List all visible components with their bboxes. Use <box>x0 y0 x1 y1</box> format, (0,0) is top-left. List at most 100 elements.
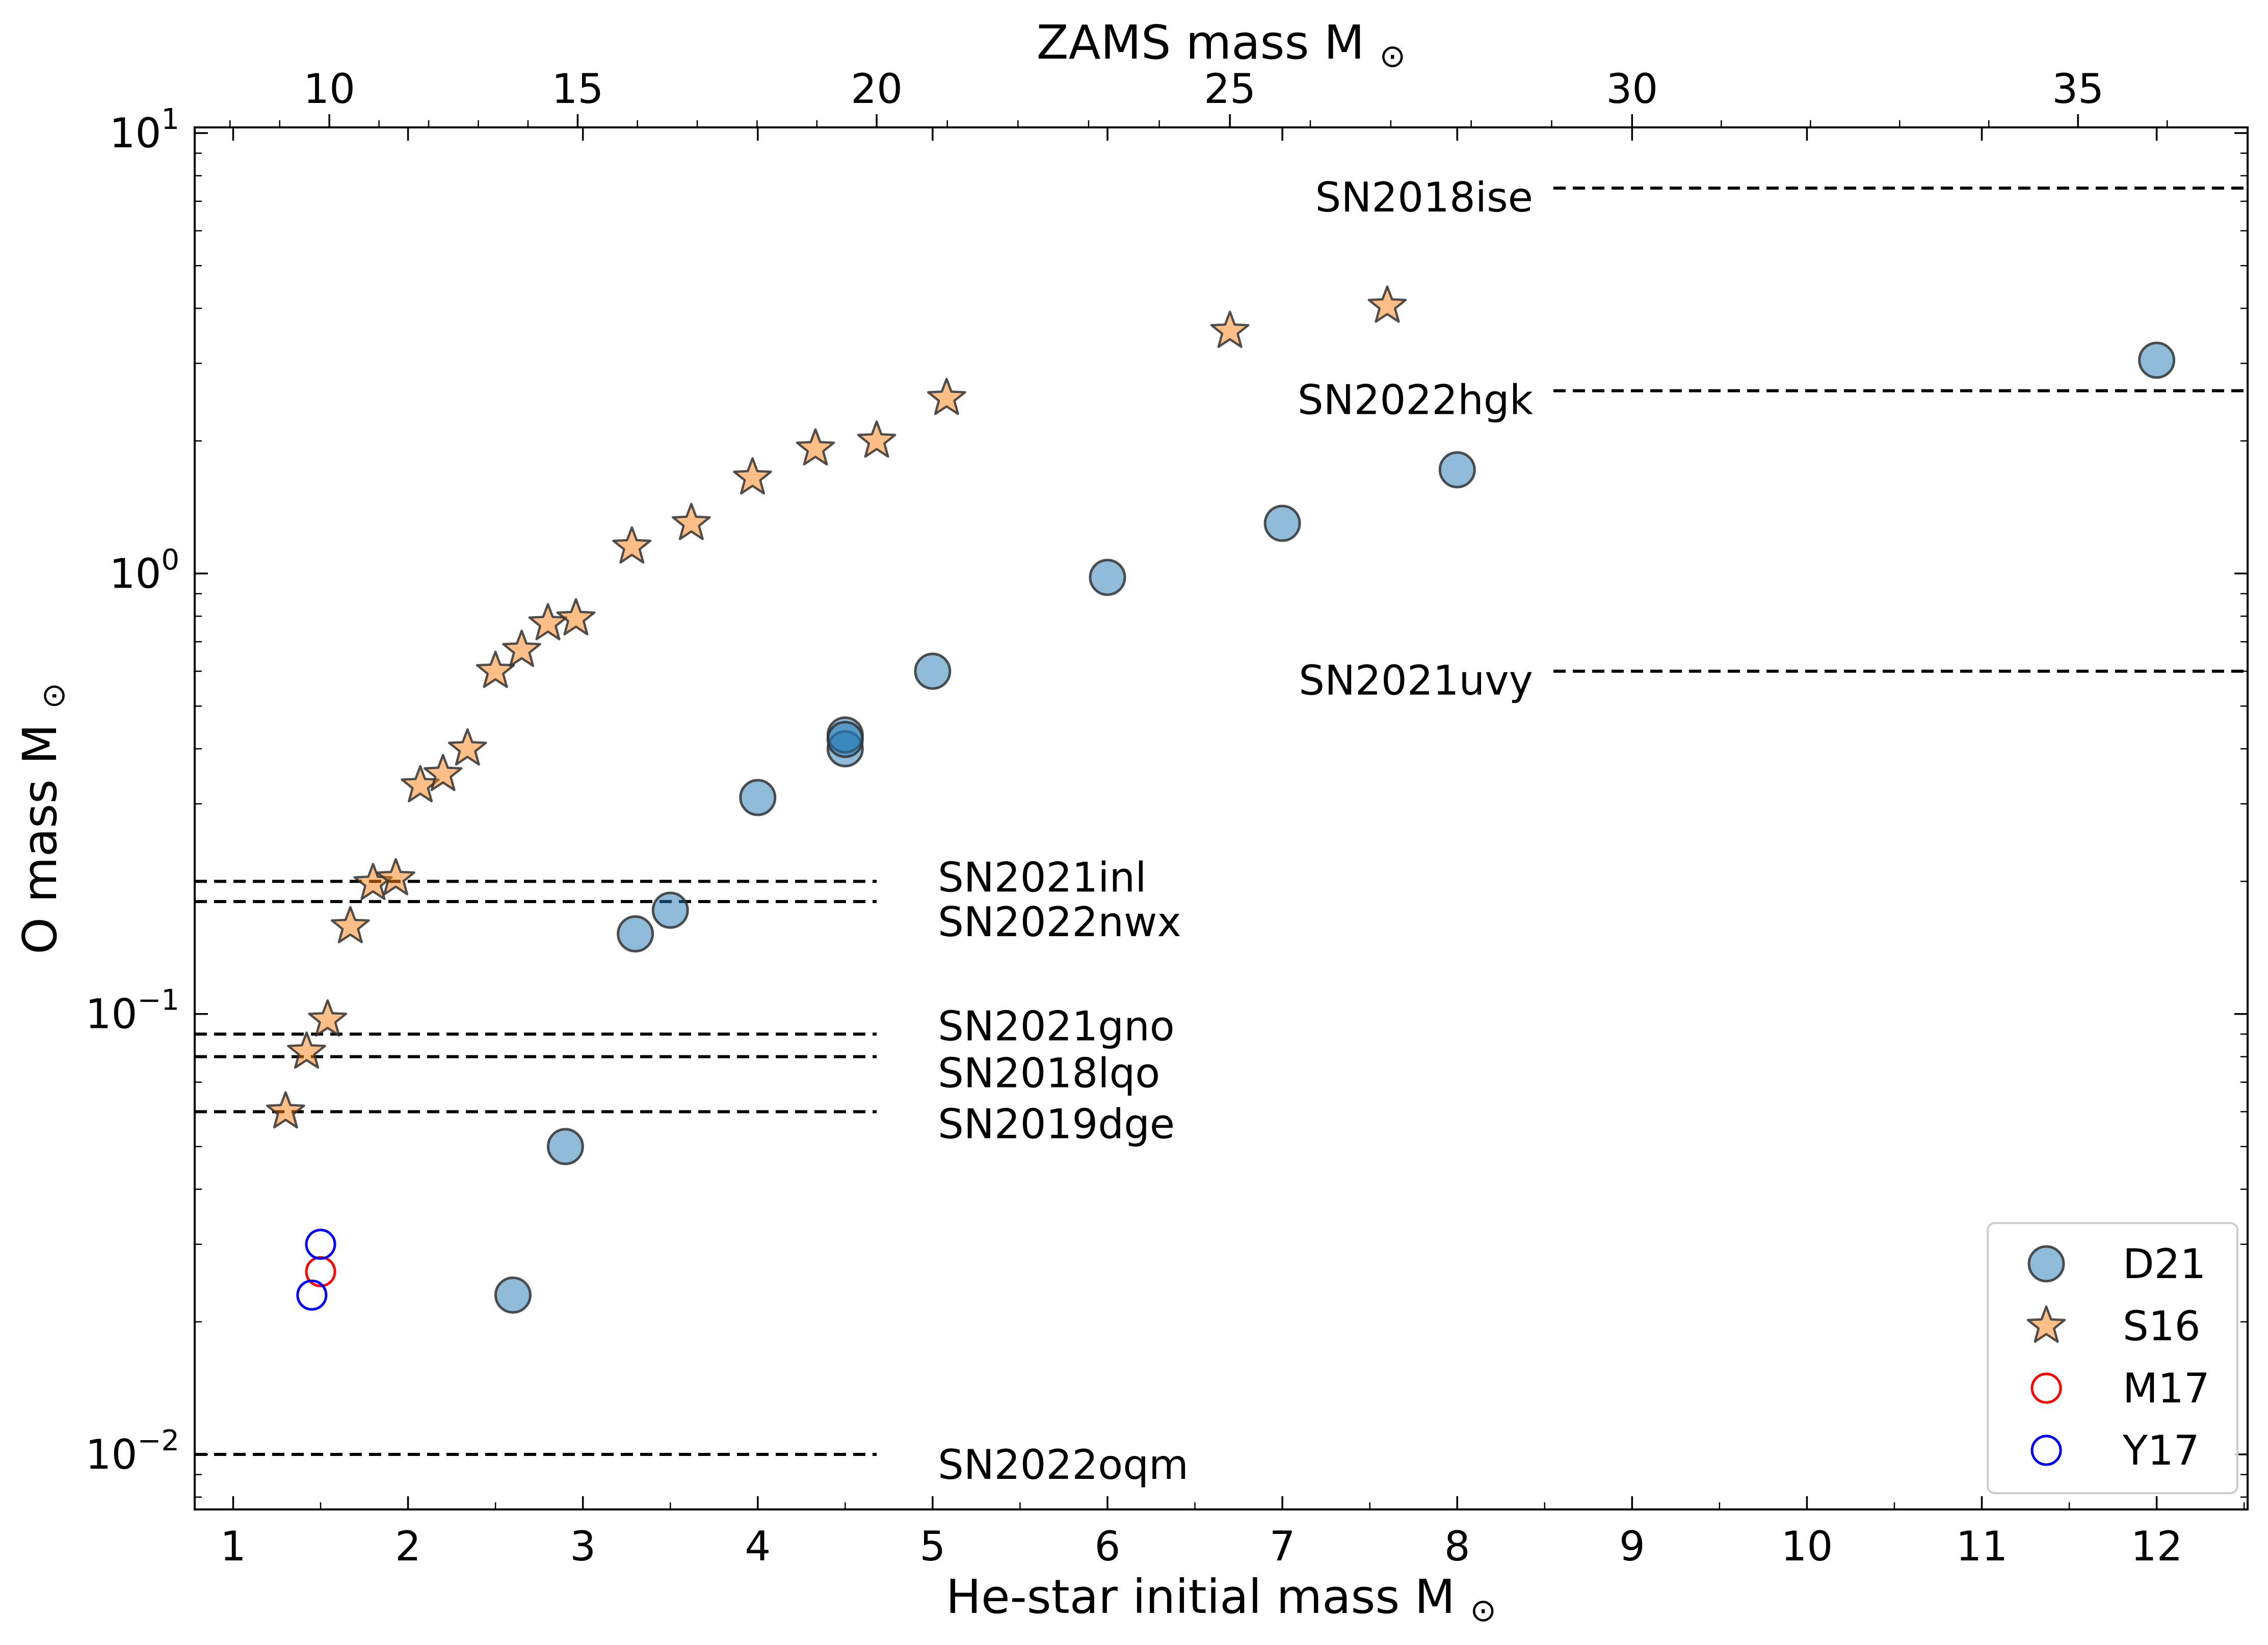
legend-entry: S16 <box>2026 1303 2201 1350</box>
series-y17 <box>296 1229 336 1311</box>
solar-mass-symbol: ⊙ <box>1379 37 1406 74</box>
data-point-d21 <box>914 652 952 690</box>
data-point-d21 <box>617 915 654 953</box>
reference-line-label: SN2019dge <box>938 1100 1175 1148</box>
legend-label: M17 <box>2123 1365 2210 1412</box>
data-point-s16 <box>1210 310 1250 348</box>
x-tick-label: 5 <box>919 1523 945 1570</box>
reference-line-label: SN2021uvy <box>1299 657 1533 704</box>
legend-marker <box>2030 1435 2062 1466</box>
data-point-d21 <box>1089 559 1126 596</box>
legend-marker <box>2030 1372 2062 1404</box>
data-point-s16 <box>1367 285 1407 323</box>
solar-mass-symbol: ⊙ <box>35 682 72 709</box>
top-tick-label: 30 <box>1606 65 1658 113</box>
data-point-s16 <box>447 728 487 766</box>
data-points <box>266 285 2176 1314</box>
axis-title-text: O mass M <box>13 709 67 954</box>
y-tick-base: 10 <box>86 1431 138 1478</box>
x-tick-label: 12 <box>2131 1523 2183 1570</box>
y-tick-label: 10−2 <box>86 1424 179 1478</box>
data-point-s16 <box>476 650 515 688</box>
x-tick-label: 11 <box>1956 1523 2008 1570</box>
data-point-s16 <box>733 457 772 495</box>
data-point-d21 <box>739 779 777 816</box>
legend-label: Y17 <box>2122 1427 2200 1474</box>
y-tick-label: 100 <box>110 543 179 597</box>
data-point-y17 <box>296 1279 328 1311</box>
y-tick-label: 10−1 <box>86 984 179 1038</box>
reference-line-label: SN2018lqo <box>938 1049 1160 1097</box>
data-point-d21 <box>826 721 864 758</box>
legend-entry: M17 <box>2030 1365 2210 1412</box>
data-point-d21 <box>651 891 689 929</box>
reference-line-label: SN2018ise <box>1315 174 1533 221</box>
series-s16 <box>266 285 1407 1129</box>
data-point-s16 <box>927 378 966 415</box>
x-tick-label: 2 <box>395 1523 421 1570</box>
legend-marker <box>2026 1305 2066 1343</box>
top-axis-title: ZAMS mass M ⊙ <box>1037 15 1406 74</box>
x-tick-label: 3 <box>570 1523 596 1570</box>
y-axis-title: O mass M ⊙ <box>13 682 72 954</box>
data-point-y17 <box>305 1229 336 1260</box>
reference-line-label: SN2022hgk <box>1298 377 1534 424</box>
y-tick-base: 10 <box>110 550 162 597</box>
y-tick-base: 10 <box>110 110 162 157</box>
legend-box <box>1987 1222 2238 1494</box>
data-point-s16 <box>266 1091 305 1129</box>
x-tick-label: 7 <box>1270 1523 1296 1570</box>
x-tick-label: 9 <box>1619 1523 1645 1570</box>
solar-mass-symbol: ⊙ <box>1470 1591 1496 1629</box>
reference-line-label: SN2021inl <box>938 854 1146 901</box>
x-tick-label: 6 <box>1095 1523 1121 1570</box>
y-tick-exponent: −1 <box>137 984 179 1017</box>
legend: D21 S16 M17 Y17 <box>1987 1222 2238 1494</box>
data-point-s16 <box>672 502 711 540</box>
data-point-s16 <box>612 526 652 564</box>
series-d21 <box>494 341 2176 1314</box>
data-point-s16 <box>308 999 348 1037</box>
data-point-d21 <box>494 1276 532 1314</box>
legend-entry: D21 <box>2027 1240 2206 1288</box>
x-axis-title: He-star initial mass M ⊙ <box>946 1570 1496 1629</box>
y-tick-exponent: −2 <box>137 1424 179 1457</box>
reference-line-label: SN2022nwx <box>938 898 1181 946</box>
top-tick-label: 10 <box>303 65 355 113</box>
axis-title-text: He-star initial mass M <box>946 1570 1470 1624</box>
data-point-s16 <box>796 428 835 466</box>
top-tick-label: 35 <box>2052 65 2104 113</box>
y-tick-base: 10 <box>86 991 138 1038</box>
y-tick-exponent: 1 <box>161 103 179 136</box>
data-point-s16 <box>376 858 415 895</box>
data-point-d21 <box>1263 505 1301 542</box>
y-tick-exponent: 0 <box>161 543 179 576</box>
data-point-s16 <box>502 629 541 667</box>
data-point-s16 <box>287 1031 326 1069</box>
y-tick-label: 101 <box>110 103 179 157</box>
x-tick-label: 10 <box>1781 1523 1833 1570</box>
data-point-d21 <box>1438 451 1476 489</box>
data-point-d21 <box>2138 341 2176 379</box>
top-tick-label: 15 <box>551 65 603 113</box>
data-point-s16 <box>857 420 896 458</box>
x-tick-label: 8 <box>1444 1523 1470 1570</box>
data-point-s16 <box>528 603 568 641</box>
reference-line-label: SN2022oqm <box>938 1441 1189 1489</box>
legend-label: S16 <box>2123 1303 2201 1350</box>
x-tick-label: 1 <box>220 1523 246 1570</box>
top-tick-label: 20 <box>851 65 903 113</box>
axis-title-text: ZAMS mass M <box>1037 15 1380 70</box>
x-tick-label: 4 <box>745 1523 771 1570</box>
reference-line-label: SN2021gno <box>938 1002 1175 1050</box>
legend-entry: Y17 <box>2030 1427 2200 1474</box>
plot-frame <box>194 126 2249 1510</box>
top-tick-label: 25 <box>1204 65 1256 113</box>
legend-label: D21 <box>2123 1240 2206 1288</box>
data-point-s16 <box>423 754 463 791</box>
data-point-s16 <box>330 906 370 944</box>
data-point-s16 <box>556 598 596 635</box>
legend-marker <box>2027 1245 2065 1283</box>
